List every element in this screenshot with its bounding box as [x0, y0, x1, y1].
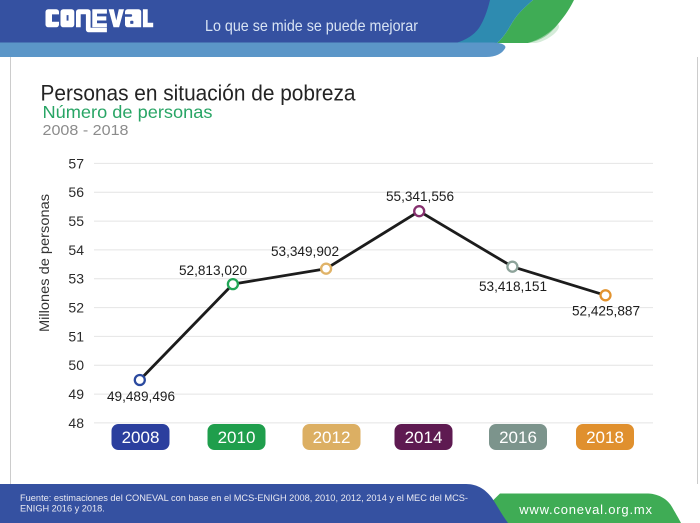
svg-text:53,349,902: 53,349,902 — [271, 244, 339, 259]
svg-text:48: 48 — [68, 415, 84, 431]
svg-text:52,813,020: 52,813,020 — [179, 263, 247, 278]
svg-text:53,418,151: 53,418,151 — [479, 279, 547, 294]
svg-text:Personas en situación de pobre: Personas en situación de pobreza — [41, 81, 357, 106]
svg-text:52: 52 — [68, 300, 84, 316]
svg-text:2018: 2018 — [586, 428, 624, 447]
svg-text:2012: 2012 — [313, 428, 351, 447]
svg-text:49,489,496: 49,489,496 — [107, 389, 175, 404]
svg-text:ENIGH 2016 y 2018.: ENIGH 2016 y 2018. — [20, 504, 105, 514]
svg-text:51: 51 — [68, 328, 84, 344]
svg-text:www.coneval.org.mx: www.coneval.org.mx — [518, 502, 653, 517]
svg-text:Número de personas: Número de personas — [43, 102, 213, 122]
svg-text:2008: 2008 — [122, 428, 160, 447]
svg-text:50: 50 — [68, 357, 84, 373]
svg-text:54: 54 — [68, 242, 84, 258]
svg-text:55: 55 — [68, 213, 84, 229]
svg-text:55,341,556: 55,341,556 — [386, 189, 454, 204]
svg-text:2008 - 2018: 2008 - 2018 — [43, 122, 129, 139]
svg-text:52,425,887: 52,425,887 — [572, 304, 640, 319]
svg-text:53: 53 — [68, 271, 84, 287]
svg-text:Lo que se mide se puede mejora: Lo que se mide se puede mejorar — [205, 18, 419, 35]
svg-text:2016: 2016 — [499, 428, 537, 447]
svg-text:Millones de personas: Millones de personas — [37, 194, 52, 332]
svg-text:57: 57 — [68, 155, 84, 171]
svg-text:56: 56 — [68, 184, 84, 200]
svg-text:2010: 2010 — [218, 428, 256, 447]
svg-text:49: 49 — [68, 386, 84, 402]
svg-text:2014: 2014 — [405, 428, 443, 447]
svg-text:Fuente: estimaciones del CONEV: Fuente: estimaciones del CONEVAL con bas… — [20, 493, 468, 503]
